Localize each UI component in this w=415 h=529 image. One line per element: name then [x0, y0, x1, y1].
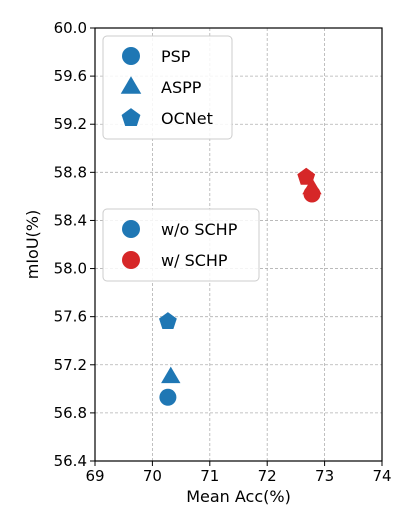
- legend-label: PSP: [161, 47, 191, 66]
- y-tick-label: 58.8: [54, 163, 87, 181]
- y-tick-label: 59.2: [54, 115, 87, 133]
- legend-label: ASPP: [161, 78, 202, 97]
- x-tick-label: 72: [258, 467, 277, 485]
- legend-marker-w-schp: [122, 251, 140, 269]
- x-axis-label: Mean Acc(%): [186, 487, 291, 506]
- y-tick-label: 59.6: [54, 67, 87, 85]
- x-tick-label: 71: [200, 467, 219, 485]
- legend-label: OCNet: [161, 109, 213, 128]
- x-tick-label: 74: [372, 467, 391, 485]
- legend-method: PSP ASPP OCNet: [102, 35, 233, 140]
- y-tick-label: 58.4: [54, 211, 87, 229]
- x-tick-label: 69: [85, 467, 104, 485]
- y-tick-label: 57.2: [54, 356, 87, 374]
- point-aspp-without-schp: [161, 366, 181, 384]
- legend-marker-ocnet: [121, 108, 141, 127]
- legend-label: w/ SCHP: [161, 251, 228, 270]
- y-tick-label: 56.4: [54, 452, 87, 470]
- point-ocnet-without-schp: [159, 312, 177, 330]
- data-points: [159, 167, 322, 406]
- y-tick-label: 57.6: [54, 308, 87, 326]
- legend-box: [102, 208, 260, 282]
- y-axis-label: mIoU(%): [23, 210, 42, 280]
- point-psp-with-schp: [303, 185, 321, 203]
- legend-schp: w/o SCHP w/ SCHP: [102, 208, 260, 282]
- y-tick-label: 60.0: [54, 19, 87, 37]
- legend-marker-psp: [122, 47, 140, 65]
- point-psp-without-schp: [159, 388, 177, 406]
- y-tick-label: 56.8: [54, 404, 87, 422]
- plot-frame: [94, 27, 383, 462]
- x-tick-label: 70: [143, 467, 162, 485]
- legend-marker-aspp: [120, 76, 142, 94]
- y-tick-label: 58.0: [54, 260, 87, 278]
- legend-label: w/o SCHP: [161, 220, 238, 239]
- ticks: 69 70 71 72 73 74 56.4 56.8 57.2 57.6 58.0 58.4 58.8…: [54, 19, 392, 485]
- legend-marker-w-o-schp: [122, 220, 140, 238]
- x-tick-label: 73: [315, 467, 334, 485]
